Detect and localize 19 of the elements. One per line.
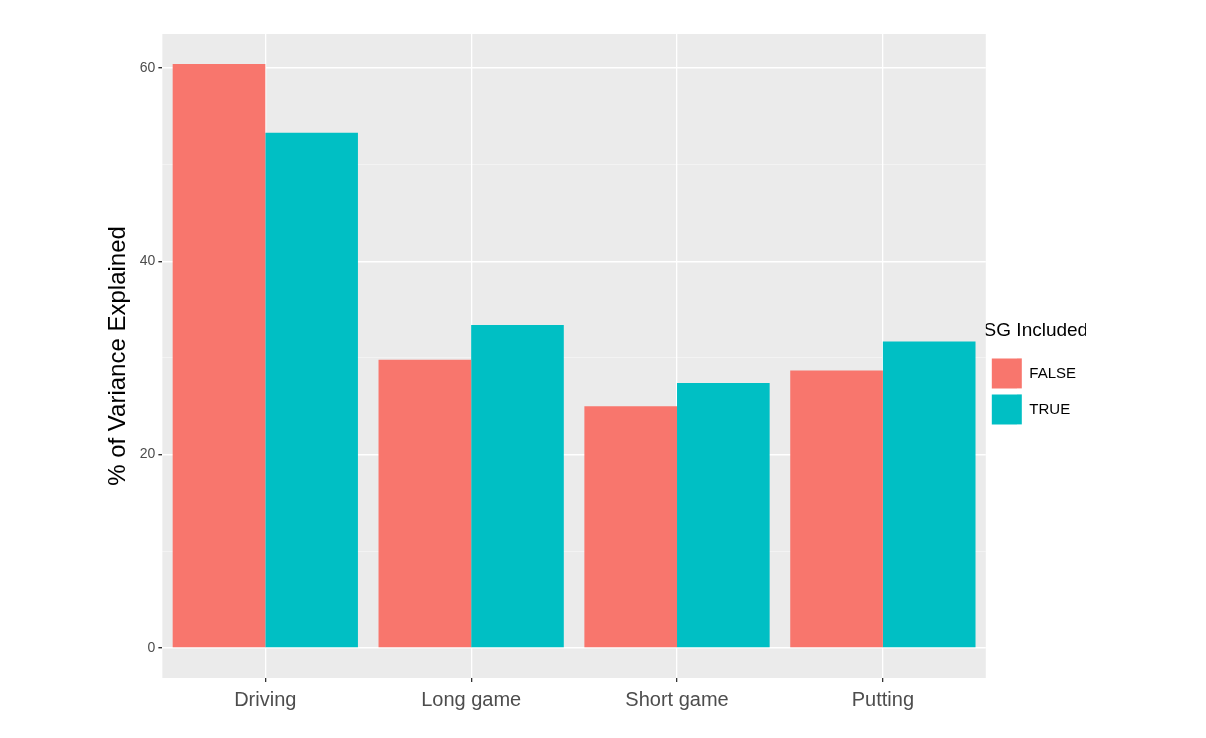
legend-label: TRUE (1029, 399, 1071, 417)
bar (471, 325, 564, 648)
y-tick-label: 60 (139, 58, 156, 75)
bar (790, 370, 883, 648)
bar (172, 63, 266, 648)
y-tick-label: 20 (139, 445, 156, 462)
x-tick-label: Long game (421, 687, 522, 710)
bar (882, 341, 976, 648)
y-tick-label: 0 (147, 638, 156, 655)
bar (378, 359, 472, 648)
bar (584, 406, 678, 648)
legend-label: FALSE (1029, 363, 1077, 381)
x-tick-label: Short game (625, 687, 729, 710)
bar (265, 132, 358, 648)
y-axis-title: % of Variance Explained (103, 226, 131, 486)
x-tick-label: Driving (234, 687, 297, 710)
y-tick-label: 40 (139, 252, 156, 269)
bar (677, 383, 770, 648)
x-tick-label: Putting (851, 687, 915, 710)
